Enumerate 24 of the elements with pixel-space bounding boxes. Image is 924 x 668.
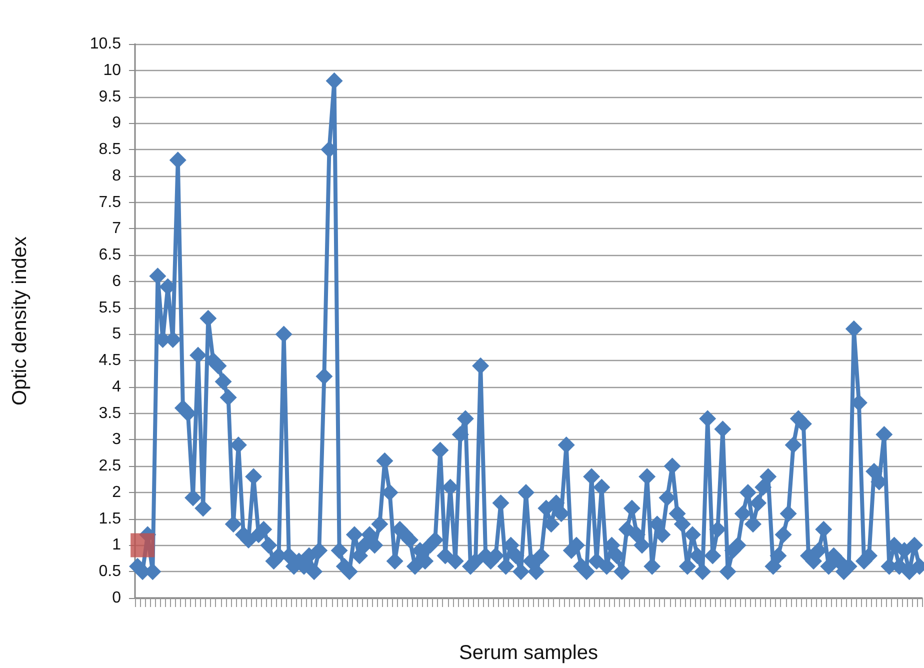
y-tick-label: 9: [112, 114, 122, 132]
y-tick-label: 5: [112, 326, 122, 343]
y-tick-label: 10: [103, 62, 122, 79]
y-tick-label: 8.5: [98, 141, 122, 158]
y-tick-label: 1: [112, 536, 122, 554]
y-axis-title: Optic density index: [9, 236, 31, 406]
y-tick-label: 5.5: [98, 299, 122, 316]
x-axis-title: Serum samples: [459, 642, 598, 664]
y-tick-label: 6: [112, 272, 122, 290]
y-tick-label: 7.5: [98, 194, 122, 211]
y-tick-label: 4.5: [98, 352, 122, 370]
y-tick-label: 8: [112, 167, 122, 184]
y-tick-label: 4: [112, 378, 122, 396]
y-tick-label: 3.5: [98, 404, 122, 422]
y-tick-label: 2.5: [98, 458, 122, 475]
y-tick-label: 7: [112, 220, 122, 238]
y-tick-label: 0.5: [98, 563, 122, 580]
y-tick-label: 6.5: [98, 246, 122, 264]
y-tick-label: 2: [112, 484, 122, 501]
y-tick-label: 3: [112, 431, 122, 448]
y-tick-label: 0: [112, 590, 122, 606]
y-tick-label: 10.5: [90, 36, 122, 52]
y-tick-label: 1.5: [98, 510, 122, 528]
y-tick-label: 9.5: [98, 88, 122, 106]
